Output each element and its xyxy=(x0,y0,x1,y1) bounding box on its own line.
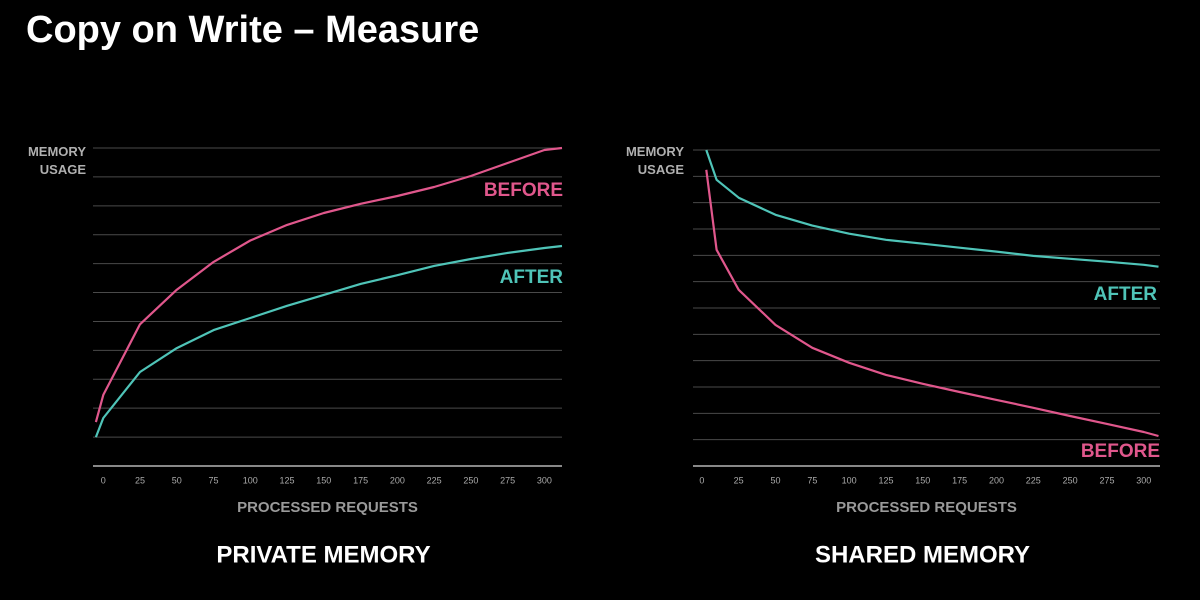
x-tick-label: 225 xyxy=(427,475,442,485)
x-tick-label: 275 xyxy=(500,475,515,485)
x-tick-label: 300 xyxy=(1136,475,1151,485)
x-tick-label: 25 xyxy=(135,475,145,485)
x-tick-label: 100 xyxy=(842,475,857,485)
x-tick-label: 200 xyxy=(989,475,1004,485)
x-tick-label: 250 xyxy=(1063,475,1078,485)
y-axis-label: MEMORY USAGE xyxy=(625,144,684,177)
x-tick-label: 150 xyxy=(316,475,331,485)
series-label: BEFORE xyxy=(1081,441,1160,462)
x-tick-label: 175 xyxy=(353,475,368,485)
series-line xyxy=(705,149,1159,268)
x-tick-label: 75 xyxy=(209,475,219,485)
series-line xyxy=(94,146,563,423)
x-tick-label: 250 xyxy=(463,475,478,485)
x-tick-label: 175 xyxy=(952,475,967,485)
x-tick-label: 0 xyxy=(101,475,106,485)
x-tick-label: 125 xyxy=(878,475,893,485)
x-tick-label: 275 xyxy=(1099,475,1114,485)
x-tick-label: 25 xyxy=(734,475,744,485)
x-tick-label: 50 xyxy=(172,475,182,485)
x-tick-label: 150 xyxy=(915,475,930,485)
chart-title: SHARED MEMORY xyxy=(815,541,1030,568)
x-tick-label: 200 xyxy=(390,475,405,485)
series-line xyxy=(94,244,563,438)
y-axis-label: MEMORY USAGE xyxy=(27,144,86,177)
x-axis-label: PROCESSED REQUESTS xyxy=(836,499,1017,516)
x-tick-label: 225 xyxy=(1026,475,1041,485)
slide-title: Copy on Write – Measure xyxy=(26,9,479,51)
series-label: AFTER xyxy=(1094,284,1158,305)
x-tick-label: 0 xyxy=(699,475,704,485)
series-label: AFTER xyxy=(500,267,564,288)
x-tick-label: 50 xyxy=(770,475,780,485)
series-line xyxy=(705,169,1159,438)
series-label: BEFORE xyxy=(484,180,563,201)
x-tick-label: 75 xyxy=(807,475,817,485)
x-tick-label: 100 xyxy=(243,475,258,485)
x-tick-label: 125 xyxy=(280,475,295,485)
x-axis-label: PROCESSED REQUESTS xyxy=(237,499,418,516)
x-tick-label: 300 xyxy=(537,475,552,485)
chart-title: PRIVATE MEMORY xyxy=(216,541,430,568)
